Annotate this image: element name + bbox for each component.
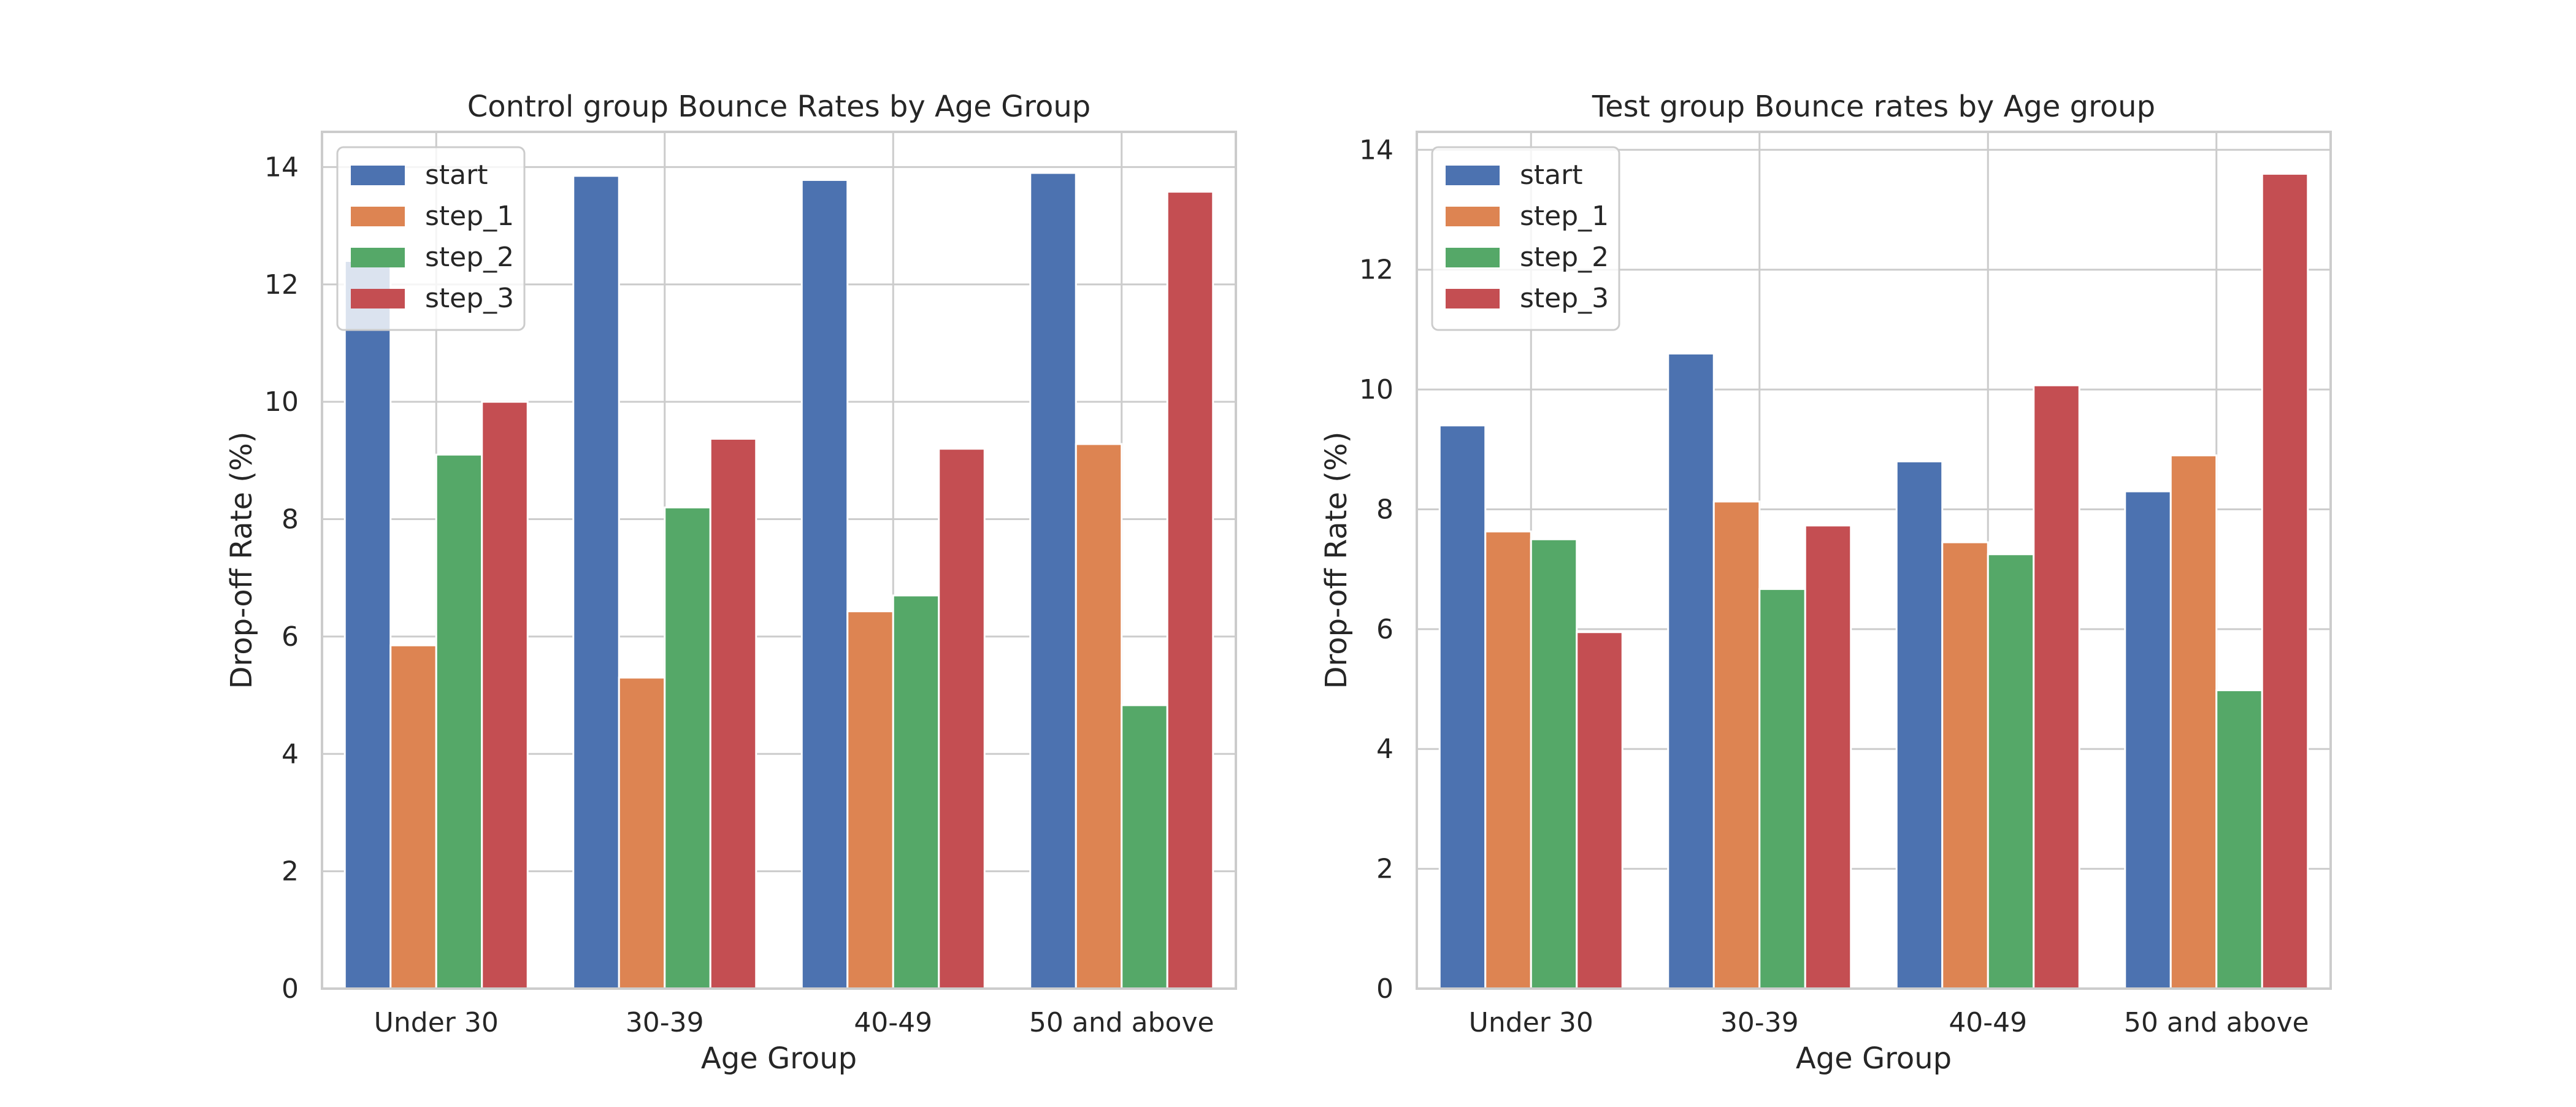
- bar-step_1-4: [1075, 443, 1123, 990]
- bar-step_2-1: [1530, 538, 1578, 990]
- bar-start-1: [1438, 424, 1487, 990]
- y-tick-label: 8: [282, 504, 299, 535]
- legend-label-step_3: step_3: [1520, 283, 1609, 314]
- x-tick-label: 30-39: [1720, 1007, 1799, 1038]
- bar-step_3-3: [938, 448, 986, 990]
- legend-swatch-start: [351, 166, 405, 185]
- plot-frame: [1416, 131, 2332, 990]
- bar-step_2-3: [892, 594, 940, 990]
- legend-box: [336, 146, 526, 331]
- legend-swatch-start: [1446, 166, 1500, 185]
- bar-start-4: [2124, 490, 2172, 990]
- chart-title: Control group Bounce Rates by Age Group: [467, 90, 1091, 124]
- y-tick-label: 12: [264, 269, 299, 301]
- bar-step_1-2: [1712, 500, 1761, 990]
- legend-label-start: start: [1520, 159, 1582, 191]
- legend-label-step_2: step_2: [1520, 242, 1609, 273]
- plot-frame: [321, 131, 1237, 990]
- bar-step_2-4: [2215, 689, 2263, 990]
- y-tick-label: 10: [1359, 374, 1393, 405]
- legend-swatch-step_2: [351, 248, 405, 267]
- x-tick-label: 50 and above: [1029, 1007, 1214, 1038]
- legend-label-step_3: step_3: [425, 283, 514, 314]
- y-tick-label: 6: [282, 621, 299, 653]
- y-tick-label: 12: [1359, 255, 1393, 286]
- x-tick-label: 40-49: [854, 1007, 932, 1038]
- bar-step_2-2: [664, 506, 711, 990]
- y-tick-label: 2: [1376, 854, 1393, 885]
- y-axis-label: Drop-off Rate (%): [224, 432, 259, 689]
- bar-step_2-4: [1121, 704, 1168, 990]
- chart-panel-1: 0 2 4 6 8 10 12 14 Under 30 30-39 40-49 50 and abov…: [224, 90, 1237, 1076]
- y-tick-label: 14: [264, 151, 299, 183]
- legend-label-start: start: [425, 159, 488, 191]
- x-tick-label: Under 30: [374, 1007, 499, 1038]
- x-tick-label: 30-39: [626, 1007, 704, 1038]
- bar-step_1-4: [2169, 454, 2218, 990]
- y-tick-label: 2: [282, 856, 299, 887]
- legend-swatch-step_3: [351, 289, 405, 308]
- y-tick-label: 6: [1376, 614, 1393, 645]
- y-tick-label: 0: [1376, 973, 1393, 1005]
- bar-step_3-1: [481, 400, 529, 990]
- bar-step_3-3: [2033, 384, 2080, 990]
- legend-swatch-step_3: [1446, 289, 1500, 308]
- bar-step_3-2: [709, 437, 757, 990]
- bar-step_1-3: [846, 610, 894, 990]
- y-tick-label: 8: [1376, 494, 1393, 525]
- bar-step_1-1: [1484, 531, 1532, 990]
- bar-step_1-3: [1941, 541, 1989, 990]
- y-axis-label: Drop-off Rate (%): [1319, 432, 1354, 689]
- legend-label-step_2: step_2: [425, 242, 514, 273]
- bar-start-1: [343, 260, 392, 990]
- legend-swatch-step_1: [351, 207, 405, 226]
- bar-step_3-4: [1166, 191, 1214, 990]
- bar-start-3: [1895, 460, 1944, 990]
- y-tick-label: 14: [1359, 134, 1393, 166]
- legend-label-step_1: step_1: [1520, 201, 1609, 232]
- chart-panel-2: 0 2 4 6 8 10 12 14 Under 30 30-39 40-49 50 and abov…: [1319, 90, 2332, 1076]
- bar-step_2-2: [1758, 588, 1806, 990]
- x-tick-label: 40-49: [1949, 1007, 2027, 1038]
- x-axis-label: Age Group: [1796, 1041, 1952, 1076]
- bar-step_3-2: [1804, 524, 1852, 990]
- bar-start-2: [1667, 352, 1715, 990]
- bar-start-2: [572, 175, 620, 990]
- legend: start step_1 step_2 step_3: [336, 146, 526, 331]
- x-axis-label: Age Group: [701, 1041, 857, 1076]
- bar-step_1-2: [618, 676, 666, 990]
- chart-title: Test group Bounce rates by Age group: [1592, 90, 2155, 124]
- y-tick-label: 0: [282, 973, 299, 1005]
- bar-step_2-3: [1987, 553, 2035, 990]
- x-tick-label: 50 and above: [2124, 1007, 2309, 1038]
- y-tick-label: 10: [264, 386, 299, 418]
- bar-step_2-1: [435, 453, 483, 990]
- y-tick-label: 4: [1376, 734, 1393, 765]
- legend: start step_1 step_2 step_3: [1431, 146, 1620, 331]
- bar-step_1-1: [389, 644, 437, 990]
- y-tick-label: 4: [282, 738, 299, 770]
- bar-start-4: [1029, 172, 1077, 990]
- bar-start-3: [800, 178, 849, 990]
- bar-step_3-1: [1576, 631, 1623, 990]
- legend-swatch-step_1: [1446, 207, 1500, 226]
- x-tick-label: Under 30: [1469, 1007, 1593, 1038]
- legend-label-step_1: step_1: [425, 201, 514, 232]
- bar-step_3-4: [2261, 172, 2309, 990]
- legend-box: [1431, 146, 1620, 331]
- legend-swatch-step_2: [1446, 248, 1500, 267]
